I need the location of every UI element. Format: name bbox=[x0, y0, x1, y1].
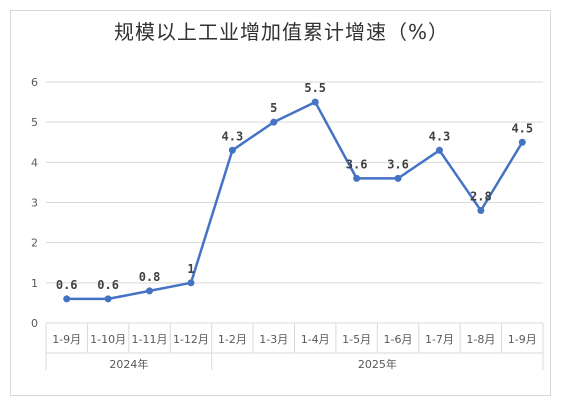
x-tick-label: 1-12月 bbox=[173, 333, 209, 346]
y-tick-label: 5 bbox=[31, 116, 38, 129]
y-tick-label: 2 bbox=[31, 237, 38, 250]
y-tick-label: 3 bbox=[31, 197, 38, 210]
series-line bbox=[66, 100, 524, 301]
data-label: 0.6 bbox=[97, 278, 119, 292]
data-label: 4.3 bbox=[429, 129, 451, 143]
x-tick-label: 1-9月 bbox=[52, 333, 81, 346]
y-tick-label: 4 bbox=[31, 156, 38, 169]
data-point bbox=[104, 295, 112, 303]
x-group-label: 2024年 bbox=[109, 357, 148, 371]
data-point bbox=[187, 279, 195, 287]
data-label: 5.5 bbox=[304, 81, 326, 95]
data-point bbox=[518, 138, 526, 146]
x-tick-label: 1-9月 bbox=[508, 333, 537, 346]
y-tick-label: 6 bbox=[31, 76, 38, 89]
x-tick-label: 1-2月 bbox=[218, 333, 247, 346]
data-label: 4.5 bbox=[511, 121, 533, 135]
x-tick-label: 1-7月 bbox=[425, 333, 454, 346]
data-point bbox=[146, 287, 154, 295]
data-point bbox=[228, 146, 236, 154]
data-point bbox=[477, 207, 485, 215]
data-point bbox=[63, 295, 71, 303]
data-point bbox=[435, 146, 443, 154]
x-tick-label: 1-4月 bbox=[301, 333, 330, 346]
data-label: 0.6 bbox=[56, 278, 78, 292]
data-label: 2.8 bbox=[470, 190, 492, 204]
data-point bbox=[311, 98, 319, 106]
data-label: 5 bbox=[270, 101, 277, 115]
data-label: 3.6 bbox=[387, 157, 409, 171]
data-point bbox=[394, 174, 402, 182]
x-group-label: 2025年 bbox=[358, 357, 397, 371]
y-tick-label: 1 bbox=[31, 277, 38, 290]
x-tick-label: 1-8月 bbox=[466, 333, 495, 346]
data-point bbox=[270, 118, 278, 126]
y-tick-label: 0 bbox=[31, 317, 38, 330]
data-label: 0.8 bbox=[139, 270, 161, 284]
x-tick-label: 1-11月 bbox=[132, 333, 168, 346]
data-label: 4.3 bbox=[222, 129, 244, 143]
x-tick-label: 1-5月 bbox=[342, 333, 371, 346]
data-point bbox=[353, 174, 361, 182]
data-label: 3.6 bbox=[346, 157, 368, 171]
chart-title: 规模以上工业增加值累计增速（%） bbox=[113, 20, 449, 44]
x-tick-label: 1-6月 bbox=[384, 333, 413, 346]
data-label: 1 bbox=[187, 262, 194, 276]
x-tick-label: 1-10月 bbox=[90, 333, 126, 346]
x-tick-label: 1-3月 bbox=[259, 333, 288, 346]
